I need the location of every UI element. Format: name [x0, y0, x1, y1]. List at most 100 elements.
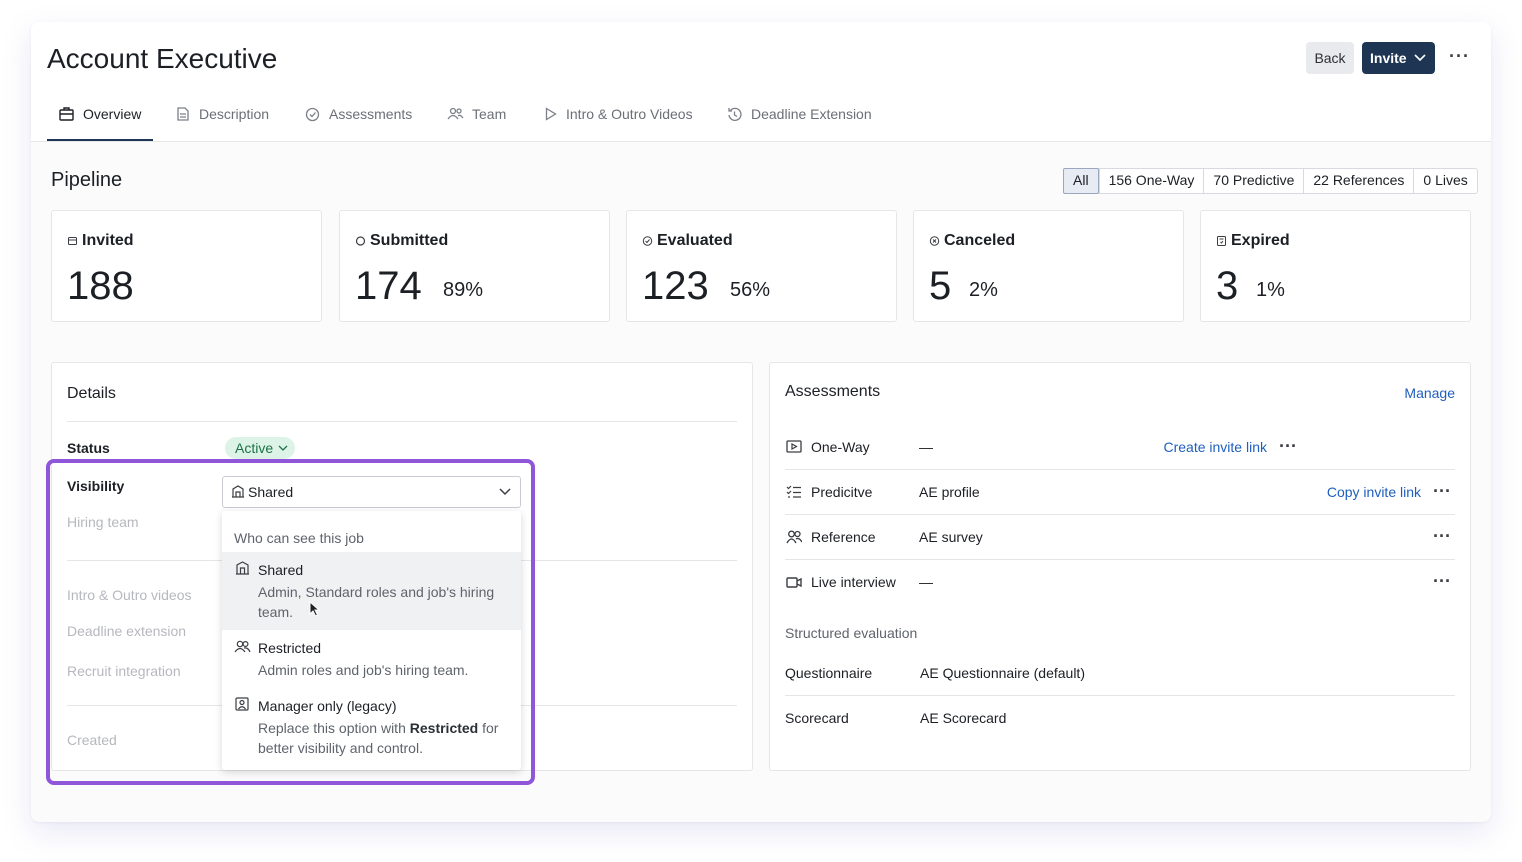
filter[interactable]: 0 Lives [1413, 169, 1476, 193]
icon [929, 236, 940, 246]
stat-label: Evaluated [657, 232, 733, 249]
stat-percent: 2% [969, 279, 998, 301]
stat-value: 5 [929, 264, 952, 308]
building-icon [232, 485, 244, 498]
people-icon [234, 640, 251, 653]
tab-icon [59, 107, 74, 121]
subsection-title: Structured evaluation [785, 625, 918, 641]
section-title: Pipeline [51, 169, 123, 191]
stat-card [51, 210, 322, 322]
invite-button[interactable]: Invite [1362, 42, 1435, 74]
tab[interactable]: Intro & Outro Videos [566, 106, 693, 122]
tab-icon [447, 107, 464, 120]
icon [355, 236, 366, 246]
icon [786, 485, 801, 498]
person-icon [235, 697, 249, 711]
stat-percent: 56% [730, 279, 771, 301]
emphasis: Restricted [409, 720, 479, 736]
page-title: Account Executive [47, 43, 278, 74]
tab[interactable]: Deadline Extension [751, 106, 872, 122]
assessment-value: — [919, 439, 933, 455]
option-title: Shared [258, 562, 304, 578]
field-label: Visibility [67, 478, 125, 494]
manage-link[interactable]: Manage [1404, 385, 1455, 401]
filter[interactable]: 156 One-Way [1098, 169, 1204, 193]
select-value: Shared [248, 484, 294, 500]
panel-title: Details [67, 385, 116, 402]
chevron [1414, 54, 1426, 62]
assessment-type: Reference [811, 529, 876, 545]
divider [785, 514, 1455, 515]
field-label: Hiring team [67, 514, 139, 530]
status-pill[interactable]: Active [225, 437, 295, 459]
filter[interactable]: 22 References [1303, 169, 1413, 193]
stat-value: 123 [642, 264, 709, 308]
icon [642, 236, 653, 246]
stat-value: 3 [1216, 264, 1239, 308]
icon [68, 237, 77, 245]
dropdown-menu: Who can see this job Shared Admin, Stand… [222, 511, 521, 770]
divider [785, 469, 1455, 470]
tab[interactable]: Team [472, 106, 507, 122]
stat-value: 174 [355, 264, 422, 308]
assessment-type: Live interview [811, 574, 896, 590]
menu-title: Who can see this job [234, 530, 364, 546]
option-description: team. [258, 604, 294, 620]
option-description: Replace this option with Restricted for [258, 718, 498, 738]
stat-label: Expired [1231, 232, 1290, 249]
tab-icon [545, 107, 557, 121]
divider [785, 695, 1455, 696]
field-label: Recruit integration [67, 663, 181, 679]
assessments-panel [769, 362, 1471, 771]
assessment-type: One-Way [811, 439, 870, 455]
option-description: Admin roles and job's hiring team. [258, 662, 469, 678]
field-label: Intro & Outro videos [67, 587, 192, 603]
assessment-type: Predicitve [811, 484, 873, 500]
more-menu[interactable]: ··· [1279, 436, 1297, 456]
more-menu[interactable]: ··· [1433, 526, 1451, 546]
stat-percent: 1% [1256, 279, 1285, 301]
visibility-select[interactable]: Shared [222, 476, 521, 508]
stat-card [1200, 210, 1471, 322]
status-value: Active [235, 440, 274, 456]
action-link[interactable]: Create invite link [1163, 439, 1268, 455]
header [31, 22, 1491, 142]
text: Replace this option with [258, 720, 406, 736]
tab-underline [47, 139, 153, 141]
icon [1217, 236, 1226, 246]
option-description: better visibility and control. [258, 740, 423, 756]
stat-percent: 89% [443, 279, 484, 301]
more-menu[interactable]: ··· [1433, 571, 1451, 591]
more-menu[interactable]: ··· [1433, 481, 1451, 501]
filter[interactable]: All [1063, 168, 1099, 194]
stat-card [626, 210, 897, 322]
assessment-value: AE profile [919, 484, 980, 500]
stat-label: Submitted [370, 232, 449, 249]
filter[interactable]: 70 Predictive [1203, 169, 1303, 193]
menu-option[interactable] [222, 552, 521, 630]
assessment-value: — [919, 574, 933, 590]
stat-value: 188 [67, 264, 134, 308]
icon [786, 530, 802, 544]
tab[interactable]: Description [199, 106, 270, 122]
back-button[interactable]: Back [1306, 42, 1354, 74]
tab[interactable]: Overview [83, 106, 142, 122]
panel-title: Assessments [785, 383, 881, 400]
chevron [499, 488, 511, 496]
option-title[interactable]: Manager only (legacy) [258, 698, 397, 714]
highlight-box [46, 459, 535, 785]
action-link[interactable]: Copy invite link [1326, 484, 1421, 500]
more-menu[interactable]: ··· [1449, 46, 1470, 66]
divider [785, 559, 1455, 560]
cursor [309, 601, 321, 617]
icon [786, 440, 802, 453]
field-label: Status [67, 440, 110, 456]
stat-card [339, 210, 610, 322]
invite-label: Invite [1370, 50, 1407, 66]
stat-label: Canceled [944, 232, 1016, 249]
option-title[interactable]: Restricted [258, 640, 322, 656]
field-value: AE Questionnaire (default) [920, 665, 1085, 681]
stat-label: Invited [82, 232, 134, 249]
tab[interactable]: Assessments [329, 106, 413, 122]
